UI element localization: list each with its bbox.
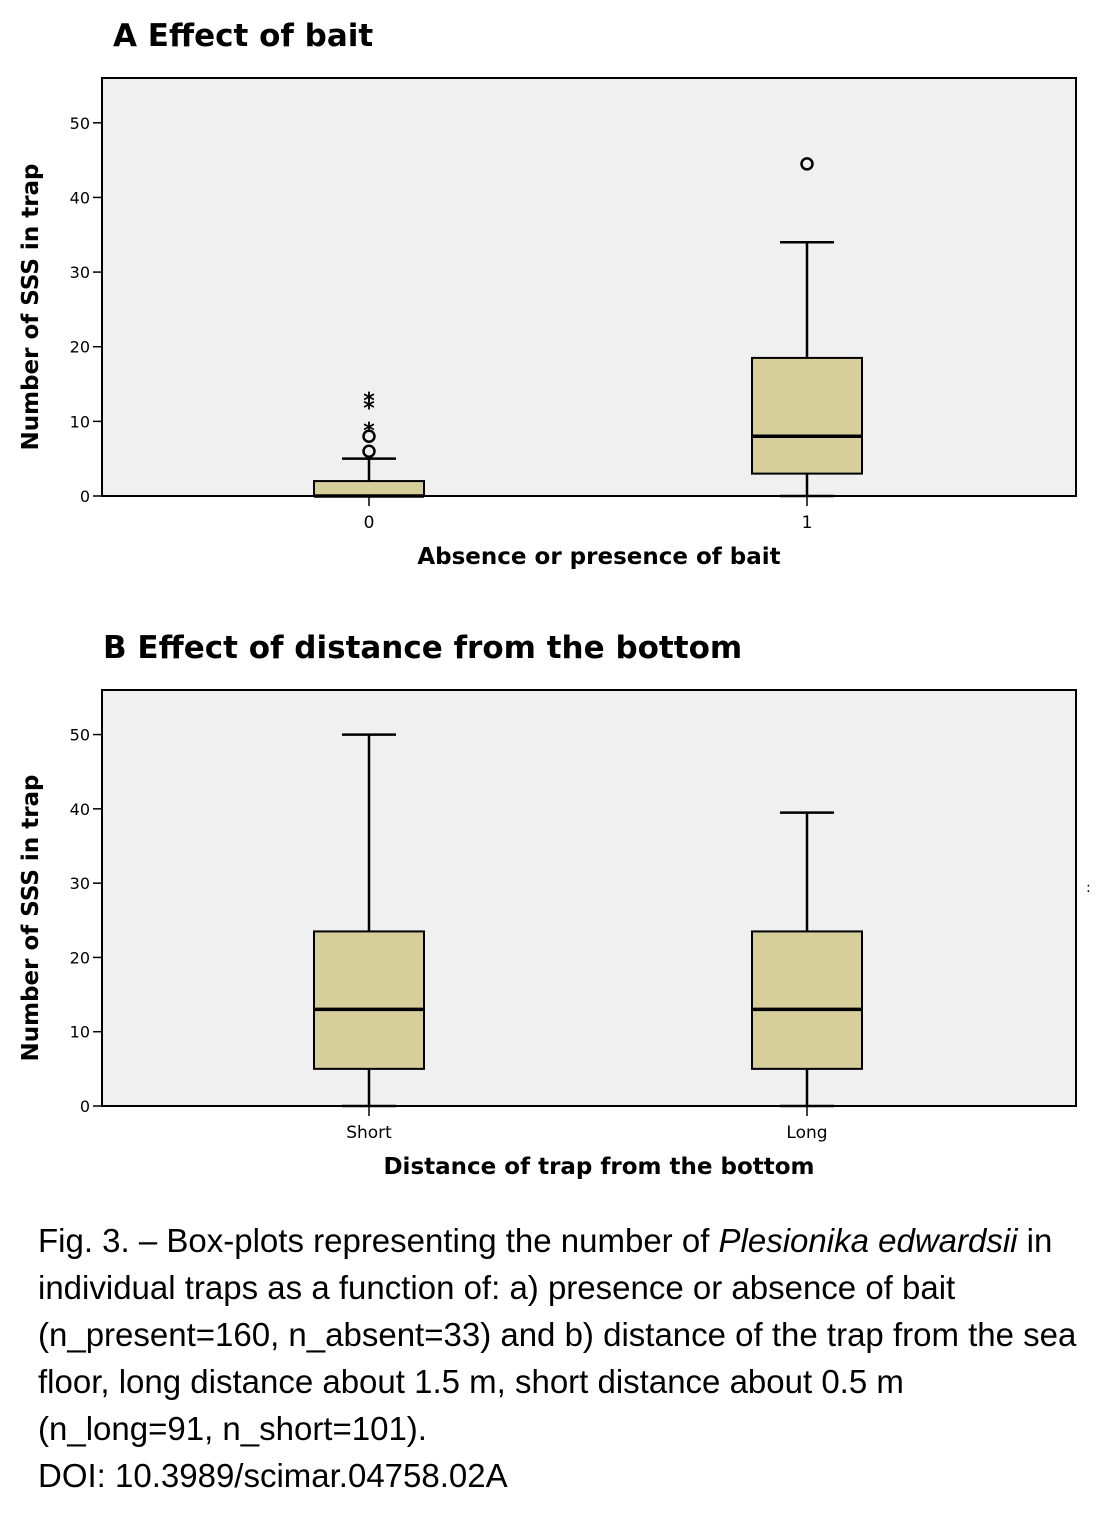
y-tick-label: 50 xyxy=(70,114,90,133)
x-tick-label: Long xyxy=(786,1123,827,1143)
plot-area xyxy=(101,689,1077,1107)
x-tick-label: 1 xyxy=(802,513,813,533)
iqr-box xyxy=(313,480,425,498)
plot-area xyxy=(101,77,1077,497)
box-Long xyxy=(751,811,863,1108)
y-tick-label: 40 xyxy=(70,800,90,819)
caption-suffix: in individual traps as a function of: a)… xyxy=(38,1222,1077,1447)
panel-b-title: B Effect of distance from the bottom xyxy=(103,630,743,666)
x-tick-label: Short xyxy=(346,1123,392,1143)
figure-caption: Fig. 3. – Box-plots representing the num… xyxy=(38,1217,1088,1499)
y-tick-label: 30 xyxy=(70,263,90,282)
y-tick-label: 0 xyxy=(80,1097,90,1116)
y-tick-label: 0 xyxy=(80,487,90,506)
y-tick-label: 50 xyxy=(70,726,90,745)
y-tick-label: 10 xyxy=(70,1023,90,1042)
y-tick-label: 20 xyxy=(70,948,90,967)
y-axis-label: Number of SSS in trap xyxy=(18,163,44,450)
caption-doi: DOI: 10.3989/scimar.04758.02A xyxy=(38,1457,508,1494)
y-axis-label: Number of SSS in trap xyxy=(18,774,44,1061)
stray-mark: : xyxy=(1086,880,1091,896)
iqr-box xyxy=(751,930,863,1070)
y-tick-label: 20 xyxy=(70,338,90,357)
x-axis-label: Distance of trap from the bottom xyxy=(383,1154,814,1180)
y-tick-label: 30 xyxy=(70,874,90,893)
iqr-box xyxy=(313,930,425,1070)
x-tick-label: 0 xyxy=(364,513,375,533)
box-1 xyxy=(751,157,863,498)
panel-a-title: A Effect of bait xyxy=(113,18,374,54)
extreme-point: * xyxy=(363,396,375,421)
box-Short xyxy=(313,733,425,1108)
box-0: *** xyxy=(313,389,425,498)
extreme-point: * xyxy=(363,389,375,414)
x-axis-label: Absence or presence of bait xyxy=(417,544,780,570)
outlier-point xyxy=(800,157,814,171)
y-tick-label: 10 xyxy=(70,412,90,431)
outlier-point xyxy=(362,444,376,458)
y-tick-label: 40 xyxy=(70,188,90,207)
caption-prefix: Fig. 3. – Box-plots representing the num… xyxy=(38,1222,719,1259)
outlier-point xyxy=(362,429,376,444)
extreme-point: * xyxy=(363,419,375,444)
iqr-box xyxy=(751,356,863,475)
caption-species: Plesionika edwardsii xyxy=(718,1222,1018,1259)
chart-b: 0 10 20 30 40 50 Number of SSS in trap Short Lon… xyxy=(18,689,1077,1180)
chart-a: 0 10 20 30 40 50 Number of SSS in trap 0 1 Absenc… xyxy=(18,77,1077,570)
